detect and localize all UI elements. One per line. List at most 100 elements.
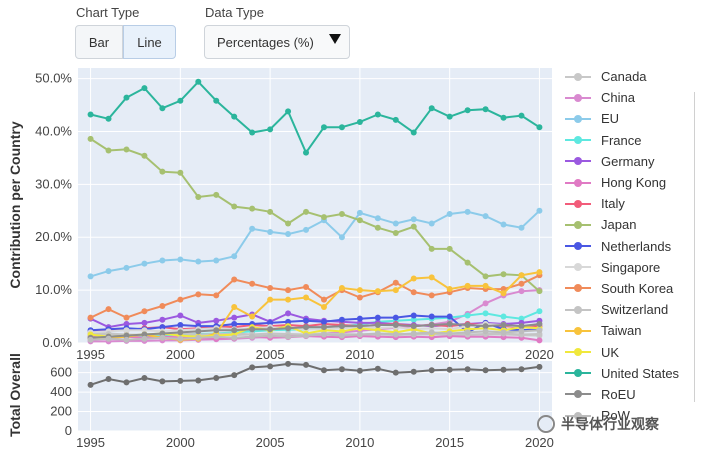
data-point-france[interactable] [518, 315, 525, 322]
data-point-hong-kong[interactable] [536, 337, 543, 344]
data-point-row[interactable] [536, 327, 543, 334]
data-point-roeu[interactable] [195, 328, 202, 335]
data-point-south-korea[interactable] [123, 314, 130, 321]
data-point-united-states[interactable] [428, 105, 435, 112]
data-point-south-korea[interactable] [392, 279, 399, 286]
legend-item-row[interactable]: RoW [565, 405, 700, 426]
data-point-uk[interactable] [338, 328, 345, 335]
data-point-roeu[interactable] [320, 324, 327, 331]
legend-item-roeu[interactable]: RoEU [565, 384, 700, 405]
data-point-netherlands[interactable] [392, 314, 399, 321]
legend-item-hong-kong[interactable]: Hong Kong [565, 172, 700, 193]
data-point-taiwan[interactable] [482, 282, 489, 289]
data-point-japan[interactable] [428, 245, 435, 252]
data-point-taiwan[interactable] [428, 274, 435, 281]
data-point-total[interactable] [213, 375, 220, 382]
data-point-netherlands[interactable] [320, 318, 327, 325]
data-point-eu[interactable] [123, 264, 130, 271]
data-point-china[interactable] [518, 288, 525, 295]
data-point-germany[interactable] [231, 314, 238, 321]
data-point-row[interactable] [213, 333, 220, 340]
data-point-total[interactable] [320, 367, 327, 374]
data-point-total[interactable] [410, 368, 417, 375]
data-point-netherlands[interactable] [303, 317, 310, 324]
data-point-netherlands[interactable] [177, 322, 184, 329]
legend-item-italy[interactable]: Italy [565, 193, 700, 214]
data-point-south-korea[interactable] [428, 292, 435, 299]
data-point-eu[interactable] [195, 258, 202, 265]
data-point-japan[interactable] [536, 288, 543, 295]
data-point-japan[interactable] [105, 147, 112, 154]
data-point-germany[interactable] [177, 312, 184, 319]
legend-item-france[interactable]: France [565, 130, 700, 151]
data-point-eu[interactable] [141, 260, 148, 267]
data-point-united-states[interactable] [392, 116, 399, 123]
line-button[interactable]: Line [123, 25, 176, 59]
data-point-roeu[interactable] [123, 332, 130, 339]
data-point-total[interactable] [267, 363, 274, 370]
data-point-taiwan[interactable] [320, 304, 327, 311]
data-point-row[interactable] [428, 329, 435, 336]
data-point-south-korea[interactable] [320, 296, 327, 303]
data-point-japan[interactable] [338, 210, 345, 217]
data-point-roeu[interactable] [464, 322, 471, 329]
data-point-total[interactable] [303, 361, 310, 368]
data-point-total[interactable] [141, 375, 148, 382]
data-point-japan[interactable] [177, 169, 184, 176]
data-point-united-states[interactable] [87, 111, 94, 118]
data-point-south-korea[interactable] [285, 287, 292, 294]
data-point-japan[interactable] [500, 271, 507, 278]
data-point-united-states[interactable] [267, 126, 274, 133]
data-point-taiwan[interactable] [464, 282, 471, 289]
data-point-south-korea[interactable] [518, 280, 525, 287]
bar-button[interactable]: Bar [75, 25, 123, 59]
legend-item-singapore[interactable]: Singapore [565, 257, 700, 278]
data-point-united-states[interactable] [374, 111, 381, 118]
data-point-row[interactable] [464, 329, 471, 336]
data-point-taiwan[interactable] [410, 275, 417, 282]
data-point-roeu[interactable] [285, 325, 292, 332]
series-roeu[interactable] [87, 320, 543, 341]
data-point-south-korea[interactable] [213, 292, 220, 299]
data-point-taiwan[interactable] [231, 304, 238, 311]
data-point-taiwan[interactable] [303, 294, 310, 301]
data-point-taiwan[interactable] [338, 285, 345, 291]
data-point-roeu[interactable] [392, 322, 399, 329]
data-point-united-states[interactable] [303, 149, 310, 156]
data-point-taiwan[interactable] [267, 296, 274, 303]
data-type-select[interactable]: Percentages (%) [204, 25, 350, 59]
data-point-united-states[interactable] [500, 114, 507, 121]
data-point-eu[interactable] [392, 220, 399, 227]
data-point-south-korea[interactable] [87, 314, 94, 321]
data-point-japan[interactable] [249, 205, 256, 212]
data-point-total[interactable] [500, 366, 507, 373]
data-point-roeu[interactable] [518, 323, 525, 330]
data-point-united-states[interactable] [123, 94, 130, 101]
data-point-row[interactable] [392, 331, 399, 338]
data-point-united-states[interactable] [518, 112, 525, 119]
data-point-roeu[interactable] [267, 326, 274, 333]
data-point-japan[interactable] [267, 208, 274, 215]
data-point-south-korea[interactable] [249, 280, 256, 287]
data-point-eu[interactable] [285, 231, 292, 238]
data-point-netherlands[interactable] [285, 318, 292, 325]
data-point-netherlands[interactable] [356, 315, 363, 322]
data-point-netherlands[interactable] [159, 324, 166, 331]
data-point-japan[interactable] [446, 245, 453, 252]
data-point-netherlands[interactable] [338, 316, 345, 323]
data-point-eu[interactable] [446, 210, 453, 217]
data-point-taiwan[interactable] [500, 290, 507, 297]
data-point-taiwan[interactable] [285, 296, 292, 303]
data-point-japan[interactable] [141, 152, 148, 159]
data-point-row[interactable] [518, 328, 525, 335]
legend-item-eu[interactable]: EU [565, 108, 700, 129]
data-point-total[interactable] [374, 365, 381, 372]
data-point-japan[interactable] [303, 208, 310, 215]
data-point-total[interactable] [285, 360, 292, 367]
data-point-eu[interactable] [159, 257, 166, 264]
data-point-roeu[interactable] [356, 323, 363, 330]
data-point-south-korea[interactable] [356, 294, 363, 301]
data-point-taiwan[interactable] [356, 287, 363, 294]
legend-item-china[interactable]: China [565, 87, 700, 108]
data-point-roeu[interactable] [500, 322, 507, 329]
